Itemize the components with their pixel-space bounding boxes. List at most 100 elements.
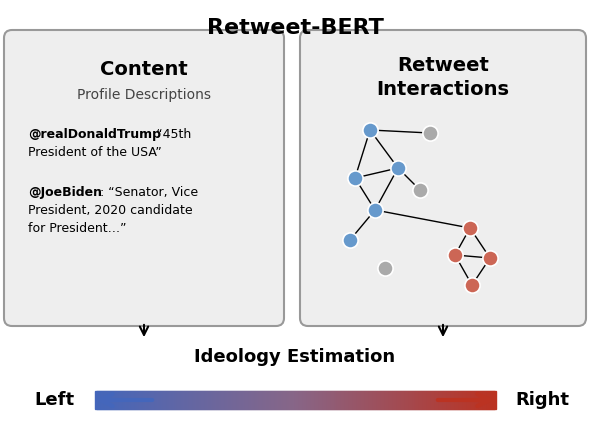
Bar [117,391,120,409]
Bar [341,391,343,409]
Bar [461,391,464,409]
FancyBboxPatch shape [300,30,586,326]
Bar [485,391,487,409]
Bar [119,391,122,409]
Bar [309,391,312,409]
Bar [389,391,392,409]
Bar [259,391,261,409]
Bar [129,391,132,409]
Bar [379,391,382,409]
Bar [299,391,301,409]
Bar [463,391,466,409]
Bar [247,391,250,409]
Bar [375,391,378,409]
Bar [415,391,418,409]
Bar [405,391,408,409]
Bar [271,391,274,409]
Bar [331,391,333,409]
Bar [279,391,281,409]
Bar [177,391,179,409]
Bar [229,391,231,409]
Bar [325,391,327,409]
Bar [307,391,310,409]
Bar [249,391,251,409]
Text: : “Senator, Vice: : “Senator, Vice [100,186,198,199]
Bar [421,391,424,409]
Bar [327,391,329,409]
Bar [311,391,313,409]
Bar [145,391,148,409]
Bar [197,391,199,409]
Point [345,237,355,243]
Bar [313,391,316,409]
Bar [275,391,277,409]
Bar [131,391,133,409]
Bar [373,391,375,409]
Bar [443,391,445,409]
Bar [323,391,326,409]
Bar [193,391,195,409]
Bar [449,391,451,409]
Bar [321,391,323,409]
Bar [277,391,280,409]
Point [415,187,425,194]
Bar [139,391,142,409]
Bar [157,391,159,409]
Bar [471,391,474,409]
Bar [211,391,214,409]
Bar [265,391,267,409]
Bar [207,391,209,409]
Bar [191,391,194,409]
Point [350,175,360,181]
Bar [413,391,415,409]
Bar [105,391,107,409]
Bar [107,391,110,409]
Bar [439,391,441,409]
Bar [121,391,123,409]
Bar [251,391,254,409]
Bar [155,391,158,409]
Bar [173,391,175,409]
Bar [231,391,234,409]
Bar [209,391,211,409]
Bar [489,391,491,409]
Bar [347,391,349,409]
Point [365,126,375,133]
Bar [353,391,356,409]
Bar [491,391,493,409]
Bar [447,391,450,409]
Bar [273,391,276,409]
Bar [99,391,101,409]
Bar [467,391,470,409]
Text: Retweet-BERT: Retweet-BERT [206,18,384,38]
Bar [455,391,457,409]
Bar [219,391,221,409]
Bar [433,391,435,409]
Bar [403,391,405,409]
Bar [339,391,342,409]
Bar [343,391,346,409]
Bar [141,391,143,409]
Text: Ideology Estimation: Ideology Estimation [195,348,395,366]
Bar [243,391,245,409]
Bar [147,391,149,409]
Bar [351,391,353,409]
Bar [409,391,411,409]
Bar [103,391,106,409]
Bar [245,391,247,409]
Bar [253,391,255,409]
Bar [395,391,398,409]
Bar [369,391,372,409]
Bar [355,391,358,409]
Bar [97,391,100,409]
Bar [95,391,97,409]
Bar [235,391,238,409]
Bar [371,391,373,409]
Bar [397,391,399,409]
Bar [163,391,166,409]
Bar [213,391,215,409]
Bar [357,391,359,409]
Bar [293,391,296,409]
Text: Interactions: Interactions [376,80,510,99]
Bar [329,391,332,409]
